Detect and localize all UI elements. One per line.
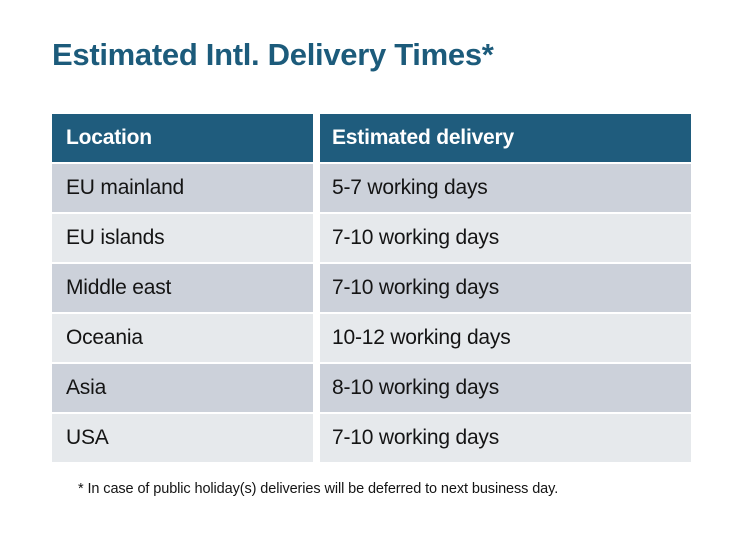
- table-cell-location-text: Middle east: [66, 276, 172, 299]
- table-cell-delivery-text: 5-7 working days: [332, 176, 488, 199]
- table-cell-location: Asia: [52, 364, 313, 412]
- table-header-label-estimated-delivery: Estimated delivery: [332, 126, 514, 149]
- delivery-times-table: Location Estimated delivery EU mainland …: [52, 114, 691, 462]
- table-cell-location-text: EU islands: [66, 226, 165, 249]
- table-cell-delivery: 5-7 working days: [320, 164, 691, 212]
- table-row: USA 7-10 working days: [52, 414, 691, 462]
- table-cell-delivery: 10-12 working days: [320, 314, 691, 362]
- table-cell-location: EU mainland: [52, 164, 313, 212]
- table-header-row: Location Estimated delivery: [52, 114, 691, 162]
- table-row: Oceania 10-12 working days: [52, 314, 691, 362]
- table-cell-delivery-text: 7-10 working days: [332, 276, 500, 299]
- table-row: Middle east 7-10 working days: [52, 264, 691, 312]
- table-header-cell-estimated-delivery: Estimated delivery: [320, 114, 691, 162]
- table-cell-location-text: Oceania: [66, 326, 143, 349]
- table-row: EU mainland 5-7 working days: [52, 164, 691, 212]
- table-cell-delivery-text: 7-10 working days: [332, 226, 500, 249]
- table-cell-delivery: 7-10 working days: [320, 214, 691, 262]
- table-cell-location-text: USA: [66, 426, 109, 449]
- table-cell-delivery: 7-10 working days: [320, 264, 691, 312]
- table-header-label-location: Location: [66, 126, 152, 149]
- table-cell-delivery: 7-10 working days: [320, 414, 691, 462]
- table-cell-delivery: 8-10 working days: [320, 364, 691, 412]
- table-cell-location: Oceania: [52, 314, 313, 362]
- table-header-cell-location: Location: [52, 114, 313, 162]
- table-cell-delivery-text: 10-12 working days: [332, 326, 511, 349]
- table-cell-location-text: EU mainland: [66, 176, 185, 199]
- table-cell-location-text: Asia: [66, 376, 107, 399]
- table-row: Asia 8-10 working days: [52, 364, 691, 412]
- table-cell-location: EU islands: [52, 214, 313, 262]
- table-cell-delivery-text: 7-10 working days: [332, 426, 500, 449]
- footnote: * In case of public holiday(s) deliverie…: [78, 481, 559, 497]
- page-title: Estimated Intl. Delivery Times*: [52, 37, 494, 72]
- table-cell-delivery-text: 8-10 working days: [332, 376, 500, 399]
- table-cell-location: Middle east: [52, 264, 313, 312]
- table-cell-location: USA: [52, 414, 313, 462]
- table-row: EU islands 7-10 working days: [52, 214, 691, 262]
